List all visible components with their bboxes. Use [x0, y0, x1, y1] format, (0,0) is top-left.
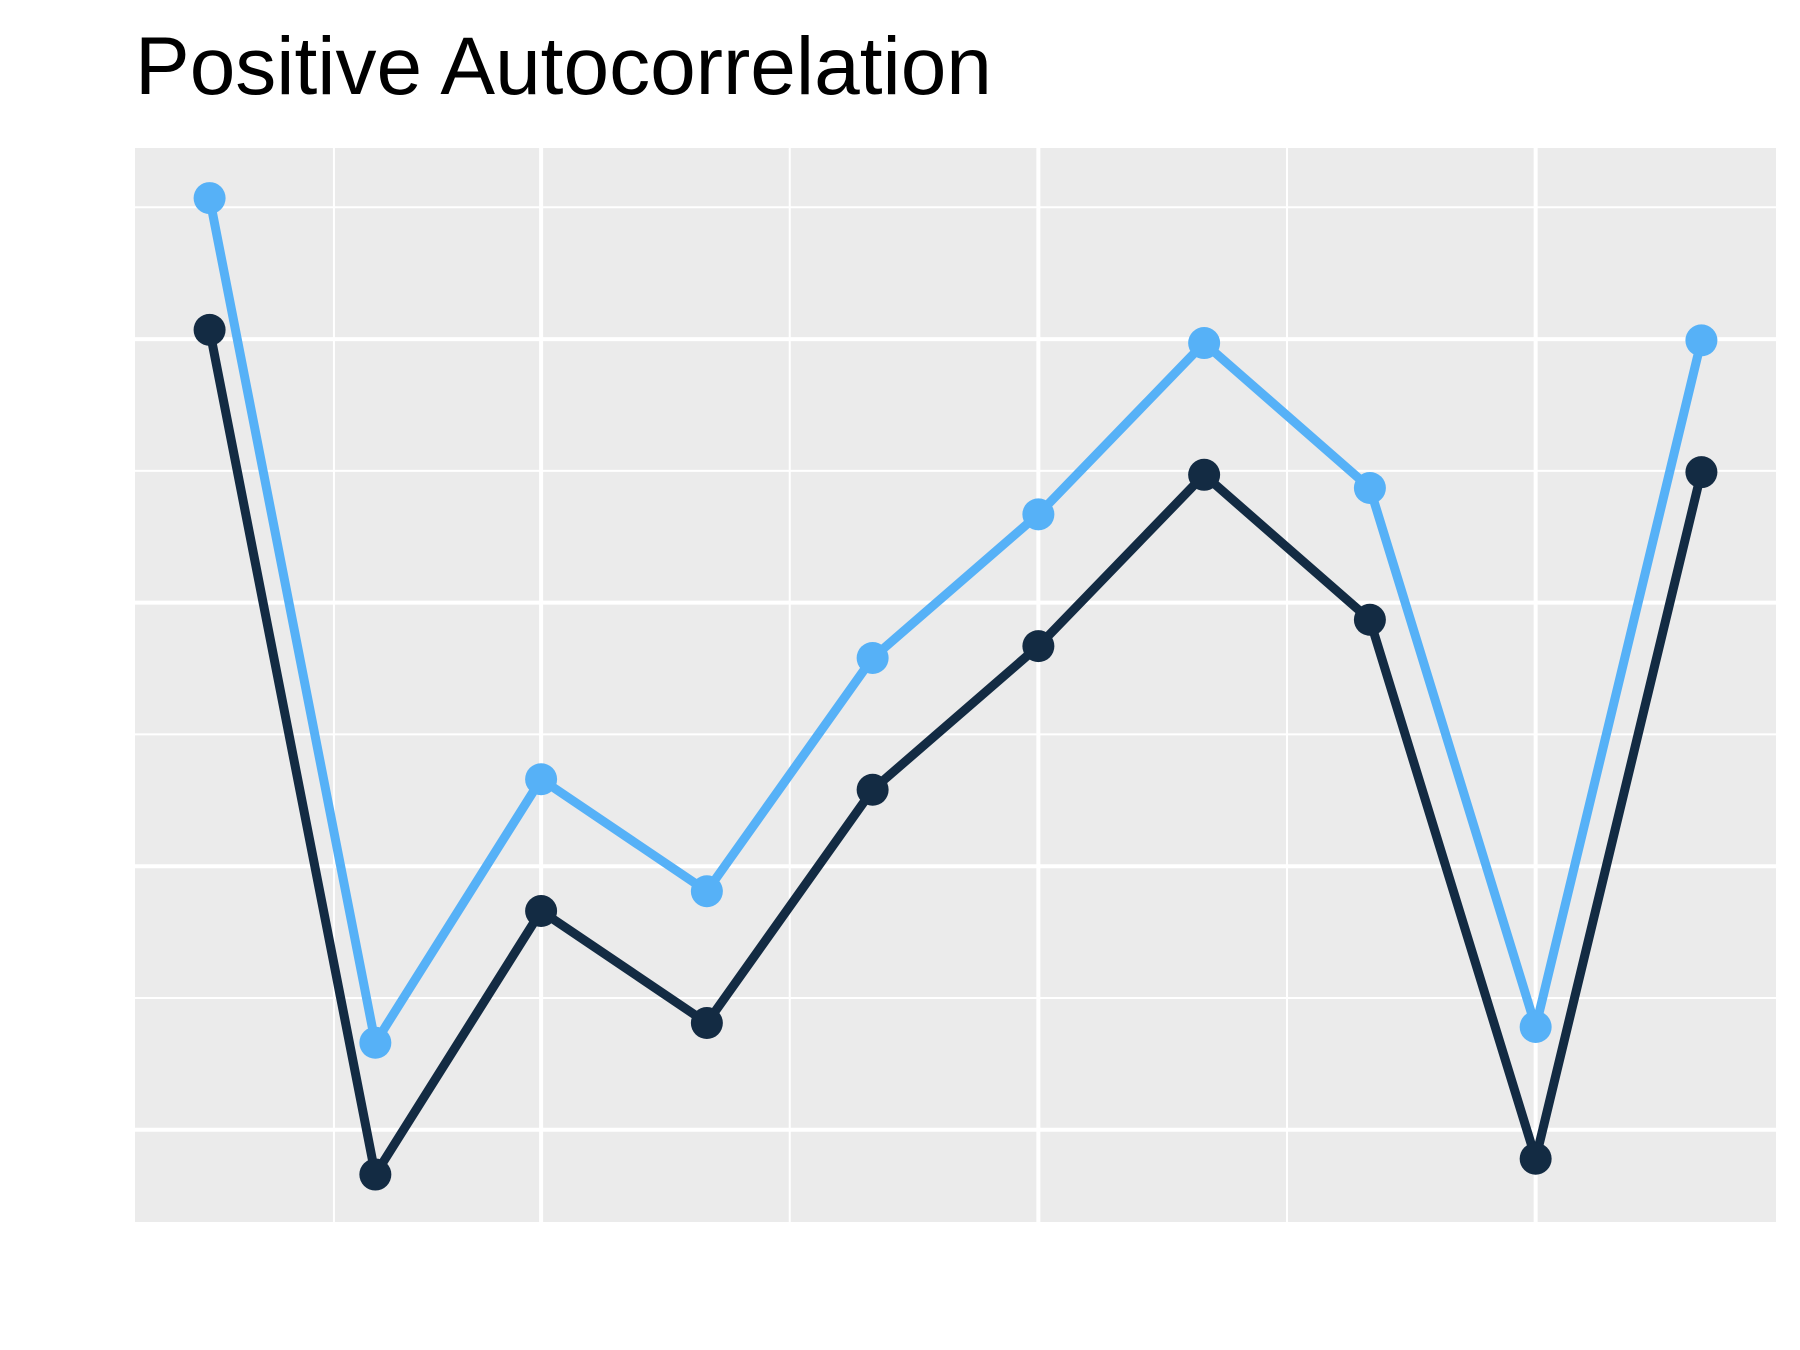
- series-1-point: [193, 182, 226, 215]
- series-layer: [193, 182, 1718, 1191]
- series-2-point: [1685, 456, 1718, 489]
- series-2-point: [1188, 458, 1221, 491]
- series-1: [193, 182, 1718, 1059]
- series-1-point: [1519, 1010, 1552, 1043]
- series-1-point: [856, 641, 889, 674]
- series-2-point: [1353, 603, 1386, 636]
- series-2-point: [856, 773, 889, 806]
- plot-panel: [135, 148, 1776, 1222]
- series-1-point: [525, 763, 558, 796]
- series-2-point: [690, 1007, 723, 1040]
- series-1-point: [1022, 498, 1055, 531]
- series-1-point: [359, 1026, 392, 1059]
- series-2-line: [205, 325, 1706, 1180]
- series-1-point: [1685, 324, 1718, 357]
- series-1-point: [1188, 327, 1221, 360]
- series-2-point: [1022, 630, 1055, 663]
- series-2-point: [1519, 1142, 1552, 1175]
- series-2-point: [359, 1158, 392, 1191]
- series-2: [193, 313, 1718, 1191]
- series-1-point: [690, 875, 723, 908]
- series-1-point: [1353, 471, 1386, 504]
- series-2-point: [193, 313, 226, 346]
- series-2-point: [525, 895, 558, 928]
- series-1-line: [205, 193, 1706, 1048]
- chart-title: Positive Autocorrelation: [135, 21, 992, 112]
